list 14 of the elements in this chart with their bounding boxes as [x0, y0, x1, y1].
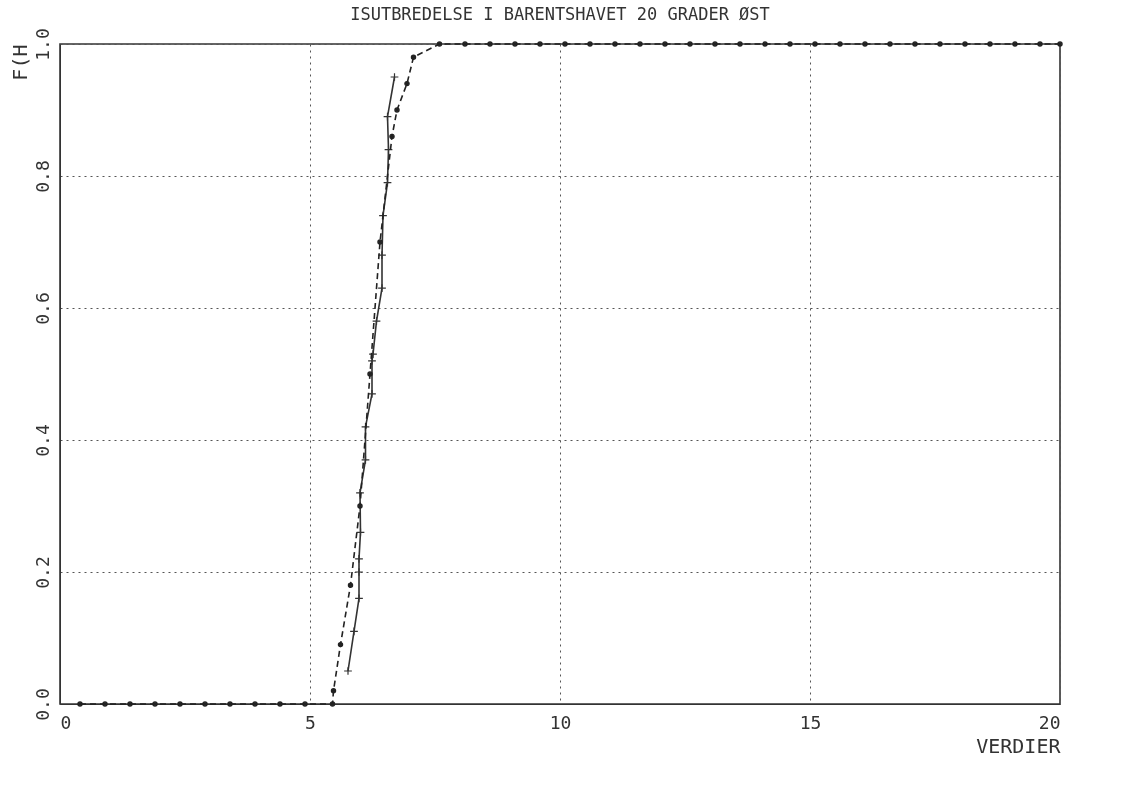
- y-axis-title: F(H: [7, 44, 32, 81]
- y-tick-label: 1.0: [31, 28, 53, 61]
- y-tick-label: 0.4: [31, 424, 53, 457]
- x-tick-label: 20: [1038, 711, 1061, 733]
- y-tick-label: 0.0: [31, 688, 53, 721]
- x-tick-label: 0: [60, 711, 72, 733]
- y-tick-label: 0.6: [31, 292, 53, 325]
- x-tick-label: 5: [305, 711, 316, 733]
- x-tick-label: 15: [799, 711, 822, 733]
- y-tick-label: 0.2: [31, 556, 53, 589]
- x-axis-title: VERDIER: [976, 733, 1062, 758]
- y-tick-label: 0.8: [31, 160, 53, 193]
- x-tick-label: 10: [549, 711, 572, 733]
- chart-title: ISUTBREDELSE I BARENTSHAVET 20 GRADER ØST: [350, 3, 770, 24]
